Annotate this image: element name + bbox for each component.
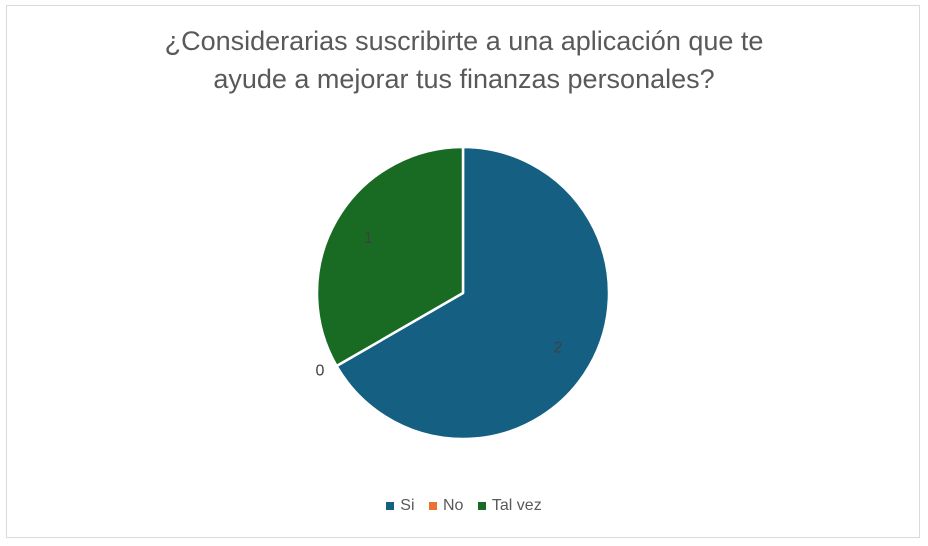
legend-swatch-no [428,502,437,510]
pie-slice-si [335,145,611,441]
legend-label-si: Si [400,497,415,514]
chart-title-line-2: ayude a mejorar tus finanzas personales? [213,64,715,94]
legend: Si No Tal vez [0,497,928,515]
legend-item-no: No [428,497,464,515]
pie-slice-tal-vez [315,145,465,368]
legend-item-tal-vez: Tal vez [477,497,542,515]
chart-title: ¿Considerarias suscribirte a una aplicac… [0,22,928,98]
chart-title-line-1: ¿Considerarias suscribirte a una aplicac… [164,26,764,56]
legend-swatch-tal-vez [477,502,486,510]
legend-item-si: Si [386,497,415,515]
legend-label-no: No [442,497,464,514]
data-label-si: 2 [553,339,562,356]
data-label-no: 0 [315,363,324,380]
legend-swatch-si [386,502,395,510]
data-label-tal-vez: 1 [364,230,373,247]
legend-label-tal-vez: Tal vez [491,497,542,514]
